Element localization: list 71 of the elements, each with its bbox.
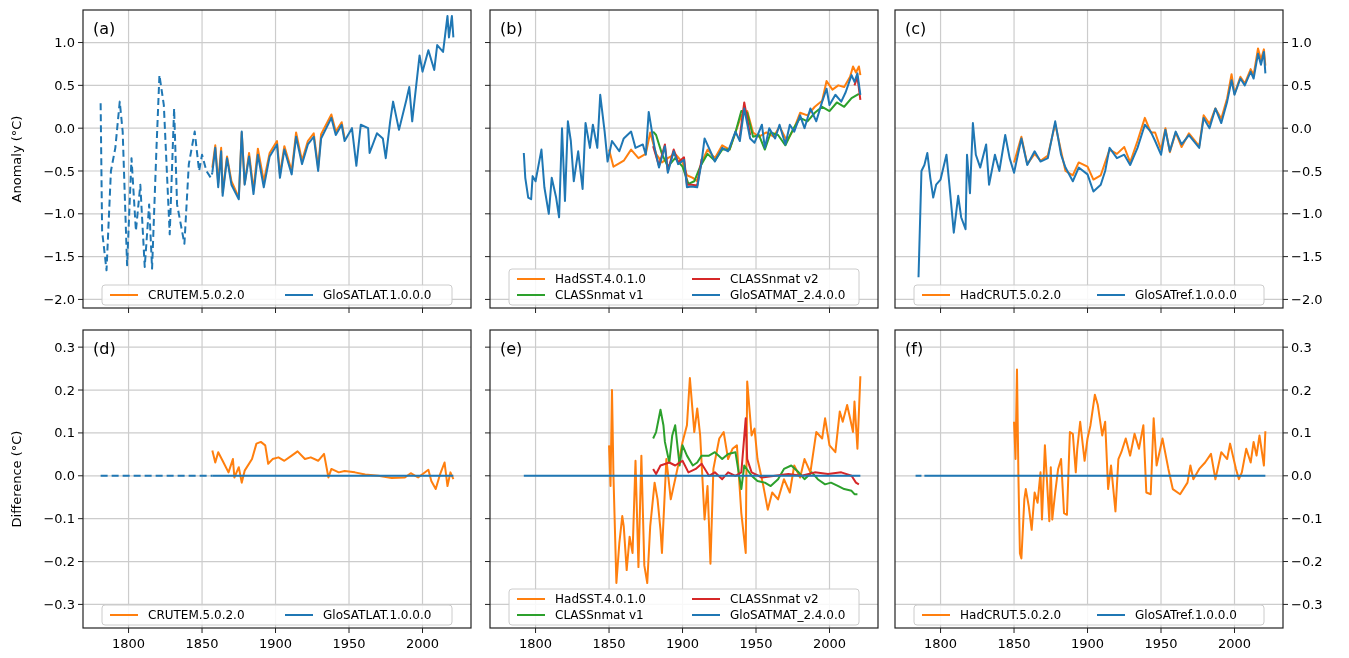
x-tick-label: 1850: [997, 636, 1031, 651]
y-tick-label: 0.1: [54, 425, 75, 441]
legend-label: HadSST.4.0.1.0: [555, 272, 646, 287]
x-tick-label: 1950: [739, 636, 773, 651]
x-tick-label: 1850: [185, 636, 219, 651]
y-tick-label: −0.5: [43, 163, 75, 179]
y-tick-label: 0.3: [1291, 339, 1312, 355]
x-tick-label: 2000: [405, 636, 440, 651]
line-series: [917, 50, 1267, 279]
y-tick-label: 0.0: [54, 468, 75, 484]
y-tick-label: −1.0: [1291, 206, 1323, 222]
y-tick-label: −0.1: [43, 511, 75, 527]
line-series: [1013, 47, 1267, 181]
y-tick-label: 0.5: [54, 77, 75, 93]
x-tick-label: 1900: [258, 636, 293, 651]
y-tick-label: −1.5: [1291, 249, 1323, 265]
legend-label: CLASSnmat v2: [730, 592, 819, 607]
legend-label: CLASSnmat v1: [555, 288, 644, 303]
x-tick-label: 1800: [519, 636, 553, 651]
annotation: (d): [93, 339, 116, 358]
legend-label: HadSST.4.0.1.0: [555, 592, 646, 607]
y-tick-label: −2.0: [1291, 291, 1323, 307]
x-tick-label: 1950: [1144, 636, 1178, 651]
y-tick-label: −0.3: [1291, 596, 1323, 612]
y-tick-label: −0.3: [43, 596, 75, 612]
annotation: (e): [500, 339, 523, 358]
y-tick-label: 0.1: [1291, 425, 1312, 441]
line-series: [211, 440, 455, 491]
annotation: (b): [500, 19, 523, 38]
x-tick-label: 1800: [112, 636, 146, 651]
x-tick-label: 2000: [1217, 636, 1252, 651]
y-tick-label: −0.5: [1291, 163, 1323, 179]
y-tick-label: −0.1: [1291, 511, 1323, 527]
legend-label: GloSATMAT_2.4.0.0: [730, 608, 846, 623]
legend-label: CLASSnmat v2: [730, 272, 819, 287]
x-tick-label: 1800: [924, 636, 958, 651]
legend-label: CRUTEM.5.0.2.0: [148, 288, 245, 303]
line-series: [1013, 368, 1267, 560]
legend-label: CRUTEM.5.0.2.0: [148, 608, 245, 623]
y-tick-label: 0.3: [54, 339, 75, 355]
legend-label: GloSATMAT_2.4.0.0: [730, 288, 846, 303]
y-tick-label: 0.0: [54, 120, 75, 136]
legend-label: GloSATref.1.0.0.0: [1135, 288, 1237, 303]
y-tick-label: 0.2: [1291, 382, 1312, 398]
x-tick-label: 1900: [1070, 636, 1105, 651]
x-tick-label: 2000: [812, 636, 847, 651]
legend-label: CLASSnmat v1: [555, 608, 644, 623]
y-tick-label: −0.2: [1291, 554, 1323, 570]
legend-label: HadCRUT.5.0.2.0: [960, 608, 1062, 623]
y-tick-label: 0.0: [1291, 120, 1312, 136]
y-tick-label: 0.0: [1291, 468, 1312, 484]
y-tick-label: 0.2: [54, 382, 75, 398]
y-tick-label: 1.0: [1291, 35, 1312, 51]
y-axis-title: Difference (°C): [9, 430, 24, 528]
x-tick-label: 1900: [665, 636, 700, 651]
annotation: (c): [905, 19, 927, 38]
legend-label: GloSATref.1.0.0.0: [1135, 608, 1237, 623]
y-axis-title: Anomaly (°C): [9, 115, 24, 203]
legend-label: GloSATLAT.1.0.0.0: [323, 608, 432, 623]
legend-label: HadCRUT.5.0.2.0: [960, 288, 1062, 303]
y-tick-label: −1.0: [43, 206, 75, 222]
y-tick-label: −1.5: [43, 249, 75, 265]
y-tick-label: 0.5: [1291, 77, 1312, 93]
y-tick-label: 1.0: [54, 35, 75, 51]
legend-label: GloSATLAT.1.0.0.0: [323, 288, 432, 303]
annotation: (f): [905, 339, 924, 358]
x-tick-label: 1850: [592, 636, 626, 651]
y-tick-label: −0.2: [43, 554, 75, 570]
annotation: (a): [93, 19, 116, 38]
y-tick-label: −2.0: [43, 291, 75, 307]
x-tick-label: 1950: [332, 636, 366, 651]
